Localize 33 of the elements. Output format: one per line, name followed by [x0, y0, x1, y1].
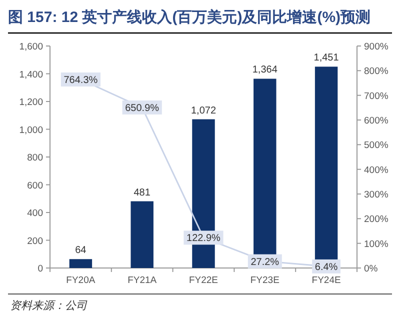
- y-tick-label: 200: [27, 236, 43, 247]
- y-tick-label: 0: [38, 264, 43, 274]
- y2-tick-label: 900%: [364, 42, 389, 52]
- data-label: 1,072: [190, 105, 216, 116]
- y2-tick-label: 200%: [364, 214, 389, 226]
- bar: [130, 201, 154, 268]
- y2-tick-label: 400%: [364, 164, 389, 176]
- y2-tick-label: 700%: [364, 90, 389, 102]
- data-label: 481: [134, 187, 151, 198]
- y-tick-label: 1,000: [19, 124, 43, 136]
- y-tick-label: 1,400: [19, 69, 43, 80]
- y2-tick-label: 0%: [364, 264, 378, 274]
- y-tick-label: 800: [27, 152, 43, 164]
- x-tick-label: FY24E: [312, 275, 341, 286]
- x-tick-label: FY21A: [128, 275, 158, 286]
- x-tick-label: FY23E: [250, 275, 280, 286]
- chart-title: 图 157: 12 英寸产线收入(百万美元)及同比增速(%)预测: [8, 8, 371, 26]
- y-tick-label: 400: [27, 208, 43, 219]
- y2-tick-label: 100%: [364, 238, 389, 250]
- bar: [69, 259, 92, 268]
- data-label: 1,451: [314, 52, 340, 64]
- y2-tick-label: 500%: [364, 140, 389, 152]
- y2-tick-label: 600%: [364, 116, 389, 126]
- y-tick-label: 1,200: [19, 97, 43, 108]
- data-label: 1,364: [252, 64, 278, 76]
- data-label: 64: [75, 245, 87, 256]
- y-tick-label: 1,600: [19, 42, 43, 52]
- y2-tick-label: 300%: [364, 190, 389, 200]
- x-tick-label: FY20A: [66, 275, 96, 286]
- x-tick-label: FY22E: [188, 275, 218, 286]
- y2-tick-label: 800%: [364, 66, 389, 78]
- y-tick-label: 600: [27, 180, 43, 192]
- text: 资料来源：公司: [10, 299, 88, 312]
